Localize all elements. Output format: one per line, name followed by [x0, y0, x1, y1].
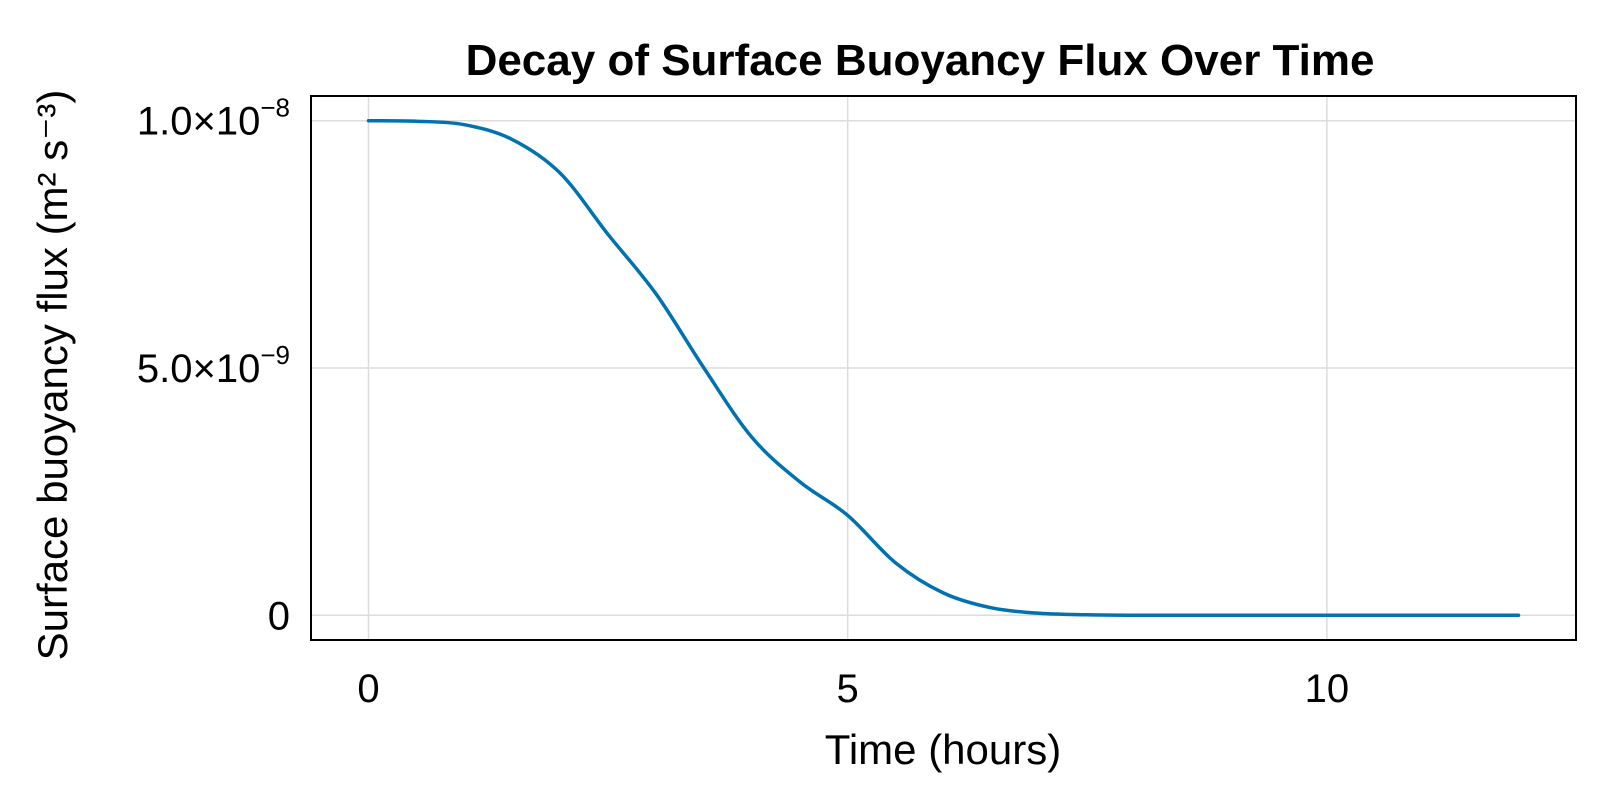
y-tick-mantissa: 5.0×10 [137, 347, 260, 391]
series-line [366, 118, 1521, 618]
y-tick-label: 5.0×10−9 [137, 340, 290, 391]
y-tick-mantissa: 1.0×10 [137, 100, 260, 144]
x-tick-label: 5 [837, 667, 859, 711]
y-tick-label: 0 [268, 594, 290, 638]
y-tick-labels: 0 5.0×10−9 1.0×10−8 [137, 93, 290, 639]
y-tick-exponent: −9 [260, 340, 290, 370]
x-tick-labels: 0 5 10 [357, 667, 1349, 711]
x-axis-label: Time (hours) [825, 726, 1061, 773]
y-axis-label: Surface buoyancy flux (m² s⁻³) [29, 90, 76, 661]
x-tick-label: 10 [1305, 667, 1350, 711]
grid [311, 96, 1576, 640]
plot-frame [310, 95, 1577, 641]
y-tick-label: 1.0×10−8 [137, 93, 290, 144]
y-tick-mantissa: 0 [268, 594, 290, 638]
x-tick-label: 0 [357, 667, 379, 711]
chart-title: Decay of Surface Buoyancy Flux Over Time [466, 36, 1375, 85]
y-tick-exponent: −8 [260, 93, 290, 123]
